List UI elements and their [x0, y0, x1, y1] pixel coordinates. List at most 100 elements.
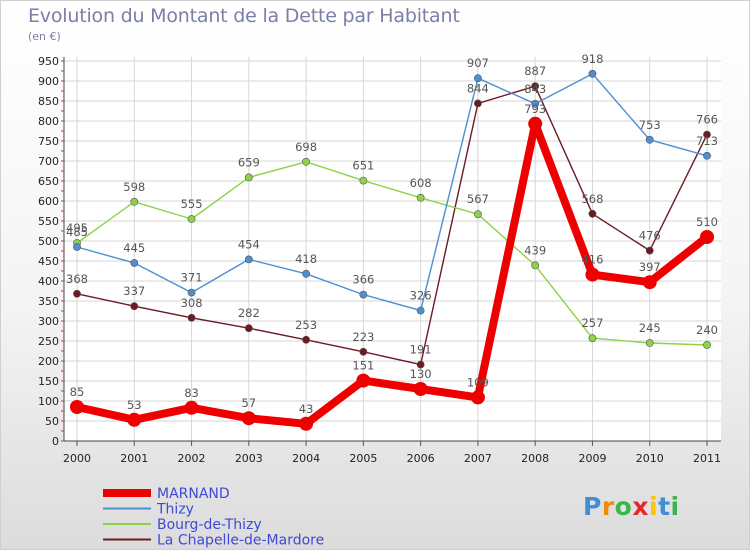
data-point: [531, 99, 540, 108]
data-point: [416, 306, 425, 315]
data-label: 282: [238, 306, 260, 320]
data-label: 568: [581, 192, 603, 206]
data-label: 245: [639, 321, 661, 335]
data-point: [241, 411, 256, 426]
logo-letter: t: [658, 492, 671, 521]
data-point: [244, 324, 253, 333]
logo-letter: r: [601, 492, 615, 521]
data-point: [302, 157, 310, 166]
data-point: [187, 313, 196, 322]
data-point: [645, 339, 654, 347]
legend-entry: La Chapelle-de-Mardore: [157, 533, 324, 549]
x-tick-label: 2001: [120, 452, 148, 465]
data-point: [130, 197, 139, 206]
x-tick-label: 2002: [178, 452, 206, 465]
data-label: 445: [123, 241, 145, 255]
logo-letter: P: [583, 492, 602, 521]
data-label: 651: [352, 159, 374, 173]
data-label: 439: [524, 243, 546, 257]
data-point: [187, 215, 196, 223]
logo-letter: i: [649, 492, 659, 521]
y-tick-label: 450: [38, 255, 59, 268]
data-point: [184, 400, 199, 415]
data-label: 109: [467, 375, 489, 389]
data-point: [645, 135, 654, 144]
data-label: 454: [238, 237, 260, 251]
data-point: [470, 390, 485, 405]
data-label: 240: [696, 323, 718, 337]
y-tick-label: 500: [38, 235, 59, 248]
data-label: 766: [696, 113, 718, 127]
x-tick-label: 2000: [63, 452, 91, 465]
data-label: 793: [524, 102, 546, 116]
x-tick-label: 2011: [693, 452, 721, 465]
y-tick-label: 900: [38, 75, 59, 88]
data-label: 608: [410, 176, 432, 190]
y-tick-label: 550: [38, 215, 59, 228]
data-point: [645, 246, 654, 255]
data-label: 253: [295, 318, 317, 332]
data-label: 713: [696, 134, 718, 148]
data-label: 416: [581, 253, 603, 267]
data-label: 844: [467, 81, 489, 95]
data-point: [703, 151, 711, 160]
legend-entry: MARNAND: [157, 486, 230, 502]
data-label: 151: [352, 359, 374, 373]
data-point: [73, 243, 81, 251]
y-tick-label: 200: [38, 355, 59, 368]
y-tick-label: 800: [38, 115, 59, 128]
y-tick-label: 50: [45, 415, 59, 428]
y-tick-label: 850: [38, 95, 59, 108]
series-line-1: [76, 73, 708, 312]
data-point: [588, 69, 597, 78]
chart-title: Evolution du Montant de la Dette par Hab…: [28, 5, 460, 27]
data-point: [528, 116, 543, 131]
data-label: 907: [467, 56, 489, 70]
data-label: 130: [410, 367, 432, 381]
data-point: [703, 341, 711, 349]
data-point: [187, 288, 196, 297]
data-point: [302, 335, 310, 344]
data-label: 397: [639, 260, 661, 274]
data-point: [359, 290, 368, 299]
x-tick-label: 2007: [464, 452, 492, 465]
x-tick-label: 2009: [578, 452, 606, 465]
data-label: 308: [181, 296, 203, 310]
x-tick-label: 2006: [407, 452, 435, 465]
data-label: 337: [123, 284, 145, 298]
data-point: [703, 130, 711, 139]
y-tick-label: 950: [38, 55, 59, 68]
data-label: 191: [410, 343, 432, 357]
data-point: [642, 275, 657, 290]
data-label: 85: [70, 385, 85, 399]
y-tick-label: 350: [38, 295, 59, 308]
data-label: 223: [352, 330, 374, 344]
data-point: [413, 382, 428, 396]
data-point: [244, 255, 253, 264]
data-point: [302, 269, 310, 278]
data-point: [416, 193, 425, 202]
data-label: 659: [238, 155, 260, 169]
y-tick-label: 100: [38, 395, 59, 408]
data-label: 371: [181, 271, 203, 285]
data-label: 510: [696, 215, 718, 229]
data-label: 418: [295, 252, 317, 266]
data-point: [359, 176, 368, 185]
series-line-2: [76, 161, 708, 346]
data-label: 326: [410, 289, 432, 303]
data-label: 53: [127, 398, 142, 412]
series-line-0: [73, 119, 711, 428]
data-label: 368: [66, 272, 88, 286]
data-label: 698: [295, 140, 317, 154]
data-label: 567: [467, 192, 489, 206]
data-label: 43: [299, 402, 314, 416]
data-label: 887: [524, 64, 546, 78]
data-label: 753: [639, 118, 661, 132]
data-point: [127, 412, 142, 427]
logo-letter: i: [670, 492, 680, 521]
data-point: [244, 173, 253, 182]
data-point: [356, 373, 371, 388]
data-point: [588, 334, 597, 343]
data-point: [531, 82, 540, 91]
